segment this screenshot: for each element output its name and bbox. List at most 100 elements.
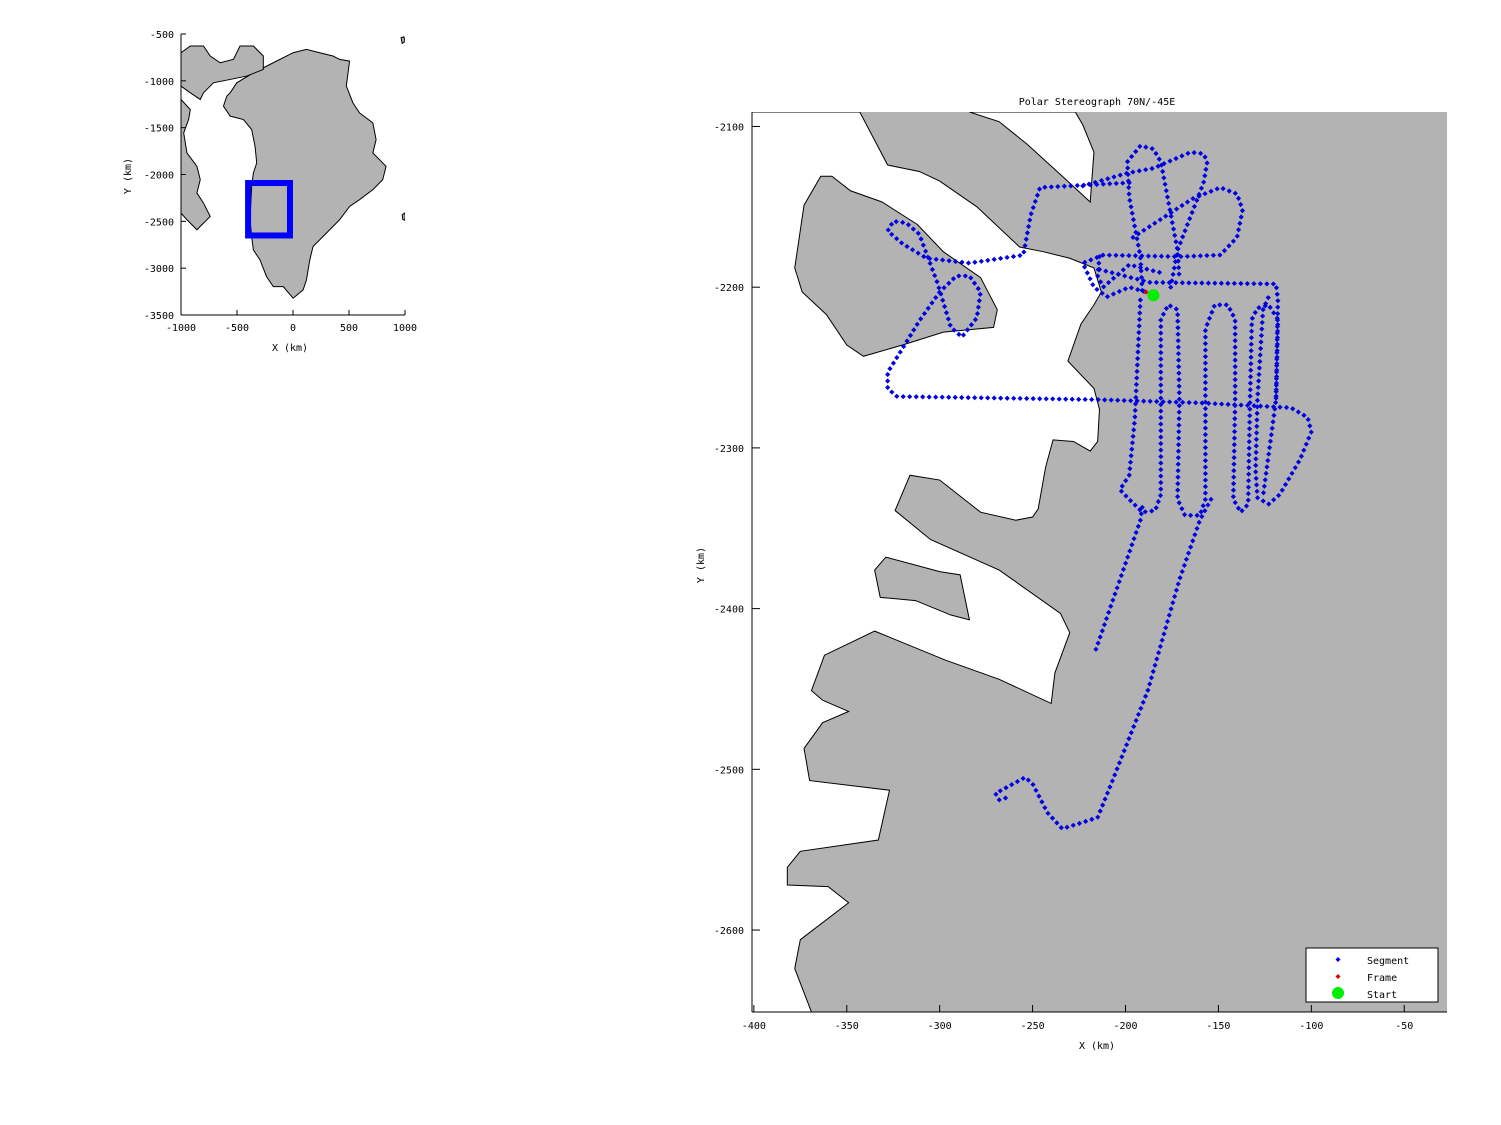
track-point: [1179, 202, 1185, 209]
track-point: [1180, 234, 1186, 240]
track-point: [1173, 306, 1179, 312]
track-point: [1271, 412, 1277, 419]
track-point: [991, 256, 997, 262]
track-point: [1176, 409, 1182, 415]
track-point: [1301, 412, 1307, 418]
track-point: [1175, 351, 1182, 357]
track-point: [1175, 474, 1181, 480]
track-point: [1263, 470, 1269, 476]
track-point: [1143, 167, 1149, 173]
track-point: [915, 230, 921, 236]
track-point: [1154, 398, 1160, 405]
track-point: [1161, 631, 1167, 637]
track-point: [1138, 274, 1145, 281]
track-point: [1158, 395, 1164, 401]
track-point: [1043, 396, 1049, 402]
track-point: [1169, 278, 1175, 284]
track-point: [1194, 512, 1200, 518]
track-point: [1158, 447, 1164, 453]
track-point: [1167, 399, 1173, 405]
track-point: [1253, 436, 1260, 442]
track-point: [1176, 271, 1182, 277]
track-point: [1110, 275, 1117, 281]
track-point: [1106, 252, 1113, 258]
track-point: [1156, 650, 1162, 656]
track-point: [1274, 350, 1280, 356]
track-point: [1168, 284, 1174, 290]
track-point: [1175, 258, 1181, 264]
track-point: [1133, 394, 1139, 401]
track-point: [1107, 784, 1113, 790]
track-point: [1137, 264, 1144, 271]
track-point: [1260, 313, 1266, 319]
track-point: [1235, 505, 1242, 511]
track-point: [1274, 356, 1280, 362]
track-point: [1158, 473, 1164, 479]
overview-x-tick-label: 500: [340, 323, 358, 334]
track-point: [1173, 239, 1179, 245]
track-point: [1113, 252, 1119, 258]
track-point: [950, 276, 957, 282]
track-point: [1111, 174, 1117, 180]
track-point: [1259, 319, 1265, 326]
track-point: [1205, 502, 1211, 508]
track-point: [1194, 525, 1200, 532]
track-point: [1173, 280, 1179, 286]
track-point: [915, 250, 921, 256]
track-point: [1149, 165, 1155, 172]
track-point: [1094, 181, 1100, 188]
track-point: [1153, 279, 1159, 286]
track-point: [1135, 711, 1142, 718]
track-point: [1231, 442, 1237, 448]
track-point: [1270, 281, 1276, 287]
track-point: [1274, 324, 1280, 330]
track-point: [1014, 778, 1021, 785]
track-point: [1169, 220, 1175, 226]
track-point: [1096, 260, 1102, 266]
x-tick-label: -50: [1395, 1021, 1413, 1032]
track-point: [1142, 693, 1149, 699]
y-tick-label: -2300: [714, 444, 744, 455]
track-point: [1260, 498, 1266, 504]
track-point: [1094, 286, 1100, 293]
track-point: [1090, 282, 1096, 288]
track-point: [887, 366, 893, 372]
track-point: [1231, 280, 1237, 287]
track-point: [907, 332, 914, 339]
track-point: [1235, 195, 1242, 201]
track-point: [1202, 425, 1209, 431]
track-point: [1133, 381, 1140, 388]
track-point: [1176, 422, 1182, 428]
track-point: [920, 394, 926, 400]
track-point: [939, 394, 945, 400]
track-point: [904, 243, 910, 250]
track-point: [1017, 395, 1023, 402]
track-point: [1258, 339, 1264, 345]
track-point: [1262, 477, 1268, 483]
track-point: [1146, 224, 1152, 230]
map-layer: [752, 112, 1447, 1012]
track-point: [1170, 226, 1177, 232]
track-point: [1246, 465, 1252, 471]
track-point: [1134, 398, 1140, 404]
track-point: [885, 384, 891, 391]
track-point: [1175, 357, 1182, 363]
track-point: [929, 266, 936, 273]
track-point: [972, 316, 979, 323]
track-point: [1298, 453, 1304, 459]
track-point: [1097, 279, 1104, 285]
track-point: [1273, 389, 1279, 395]
track-point: [1030, 781, 1036, 788]
track-point: [1161, 175, 1167, 181]
track-point: [962, 273, 968, 279]
track-point: [1230, 487, 1237, 493]
track-point: [1181, 562, 1187, 569]
track-point: [1191, 203, 1198, 210]
track-point: [1247, 393, 1253, 399]
track-point: [1176, 500, 1182, 506]
track-point: [1248, 341, 1254, 347]
track-point: [1183, 556, 1190, 562]
track-point: [1158, 356, 1164, 362]
track-point: [1211, 303, 1217, 309]
track-point: [991, 395, 997, 401]
